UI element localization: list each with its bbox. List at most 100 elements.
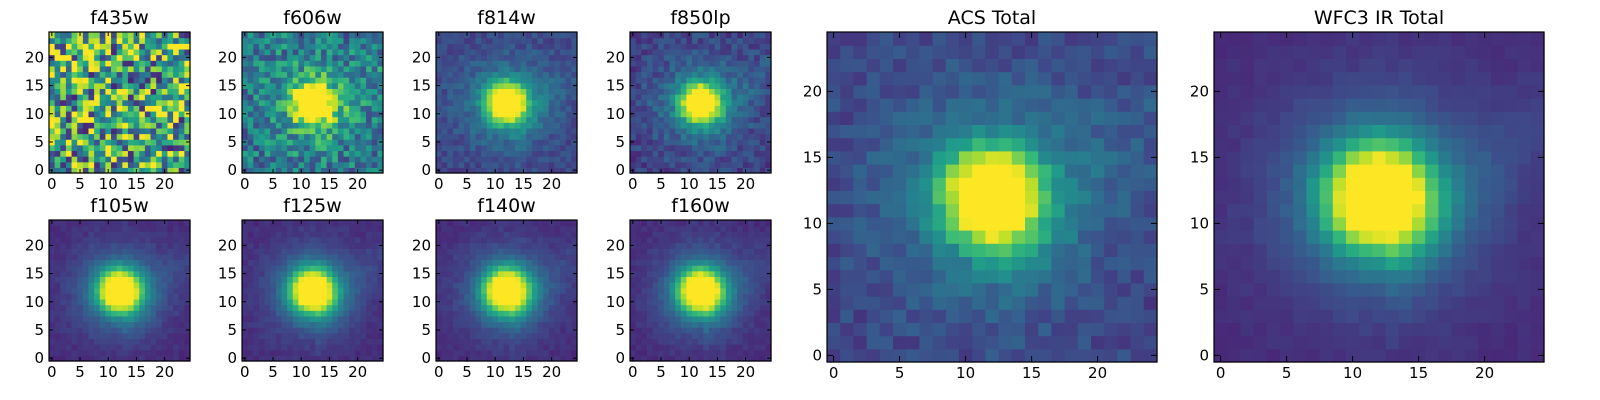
- heatmap-cell: [441, 156, 448, 163]
- heatmap-cell: [71, 110, 78, 118]
- heatmap-cell: [71, 304, 78, 311]
- heatmap-cell: [60, 242, 67, 249]
- heatmap-cell: [94, 43, 101, 50]
- heatmap-cell: [65, 327, 73, 334]
- heatmap-cell: [247, 282, 254, 289]
- heatmap-cell: [184, 99, 191, 106]
- heatmap-cell: [748, 167, 755, 174]
- heatmap-cell: [270, 54, 277, 61]
- heatmap-cell: [531, 167, 539, 174]
- heatmap-cell: [481, 220, 488, 227]
- heatmap-cell: [326, 315, 333, 323]
- heatmap-cell: [258, 37, 266, 44]
- heatmap-cell: [531, 276, 539, 283]
- heatmap-cell: [253, 156, 260, 163]
- heatmap-cell: [354, 293, 362, 300]
- heatmap-cell: [309, 65, 316, 73]
- heatmap-cell: [481, 144, 488, 152]
- heatmap-cell: [315, 133, 322, 140]
- heatmap-cell: [161, 139, 169, 146]
- heatmap-cell: [452, 60, 460, 67]
- heatmap-cell: [531, 99, 539, 106]
- heatmap-cell: [765, 276, 772, 283]
- heatmap-cell: [635, 99, 642, 106]
- heatmap-cell: [526, 48, 533, 56]
- heatmap-cell: [127, 139, 135, 146]
- heatmap-cell: [560, 144, 567, 152]
- heatmap-cell: [60, 315, 67, 323]
- heatmap-cell: [571, 150, 578, 157]
- heatmap-cell: [332, 265, 339, 272]
- heatmap-cell: [514, 287, 522, 294]
- heatmap-cell: [481, 161, 488, 168]
- heatmap-cell: [748, 287, 755, 294]
- heatmap-cell: [309, 94, 316, 101]
- heatmap-cell: [520, 127, 527, 135]
- heatmap-cell: [343, 99, 350, 106]
- heatmap-cell: [173, 298, 180, 306]
- x-tick-label: 10: [486, 363, 505, 381]
- heatmap-cell: [360, 127, 367, 135]
- heatmap-cell: [714, 139, 721, 146]
- heatmap-cell: [371, 220, 378, 227]
- heatmap-cell: [675, 48, 682, 56]
- heatmap-cell: [452, 332, 460, 340]
- heatmap-cell: [54, 37, 61, 44]
- heatmap-cell: [514, 32, 522, 39]
- heatmap-cell: [161, 304, 169, 311]
- heatmap-cell: [503, 32, 510, 39]
- heatmap-cell: [486, 253, 493, 261]
- heatmap-cell: [669, 332, 676, 340]
- heatmap-cell: [498, 338, 505, 345]
- heatmap-cell: [436, 310, 443, 317]
- heatmap-cell: [105, 242, 112, 249]
- heatmap-cell: [242, 156, 249, 163]
- heatmap-cell: [765, 304, 772, 311]
- heatmap-cell: [469, 54, 477, 61]
- heatmap-cell: [144, 122, 152, 129]
- heatmap-cell: [669, 71, 676, 78]
- heatmap-cell: [565, 139, 572, 146]
- heatmap-cell: [481, 270, 488, 277]
- heatmap-cell: [692, 287, 699, 294]
- heatmap-cell: [156, 110, 163, 118]
- heatmap-cell: [287, 349, 294, 356]
- heatmap-cell: [509, 231, 516, 238]
- heatmap-cell: [663, 161, 671, 168]
- heatmap-cell: [281, 94, 288, 101]
- heatmap-cell: [315, 43, 322, 50]
- heatmap-cell: [669, 37, 676, 44]
- heatmap-cell: [436, 161, 443, 168]
- heatmap-cell: [481, 355, 488, 362]
- heatmap-cell: [537, 287, 544, 294]
- heatmap-cell: [275, 220, 283, 227]
- heatmap-cell: [326, 77, 333, 84]
- heatmap-cell: [127, 116, 135, 123]
- heatmap-cell: [139, 156, 146, 163]
- heatmap-cell: [184, 248, 191, 255]
- heatmap-cell: [320, 43, 328, 50]
- heatmap-cell: [167, 122, 174, 129]
- heatmap-cell: [270, 310, 277, 317]
- heatmap-cell: [452, 156, 460, 163]
- heatmap-cell: [287, 127, 294, 135]
- heatmap-cell: [669, 65, 676, 73]
- heatmap-cell: [178, 344, 185, 351]
- heatmap-cell: [264, 32, 271, 39]
- heatmap-cell: [731, 304, 738, 311]
- heatmap-cell: [332, 133, 339, 140]
- heatmap-cell: [503, 338, 510, 345]
- heatmap-cell: [520, 298, 527, 306]
- heatmap-cell: [748, 344, 755, 351]
- heatmap-cell: [635, 282, 642, 289]
- heatmap-cell: [675, 37, 682, 44]
- heatmap-cell: [258, 161, 266, 168]
- heatmap-cell: [680, 127, 687, 135]
- heatmap-cell: [111, 161, 118, 168]
- heatmap-cell: [646, 88, 654, 95]
- heatmap-cell: [105, 225, 112, 232]
- heatmap-cell: [360, 259, 367, 266]
- heatmap-cell: [354, 242, 362, 249]
- heatmap-cell: [503, 304, 510, 311]
- heatmap-cell: [492, 37, 499, 44]
